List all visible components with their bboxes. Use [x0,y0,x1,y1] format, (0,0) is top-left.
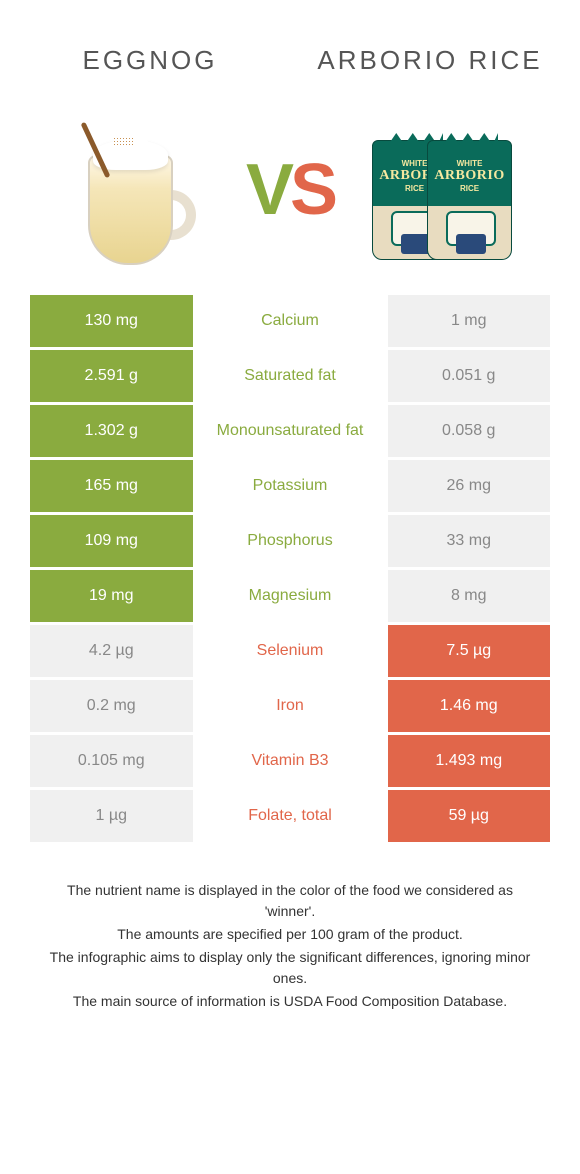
bag-line3: RICE [433,184,506,193]
vs-v-letter: V [246,149,290,231]
footnotes: The nutrient name is displayed in the co… [30,880,550,1012]
nutrient-row: 4.2 µgSelenium7.5 µg [30,625,550,680]
nutrient-row: 19 mgMagnesium8 mg [30,570,550,625]
nutrient-name: Calcium [193,295,388,347]
right-food-title: Arborio rice [310,20,550,100]
right-value: 1.46 mg [388,680,551,732]
right-value: 7.5 µg [388,625,551,677]
nutrient-row: 130 mgCalcium1 mg [30,295,550,350]
nutrient-name: Potassium [193,460,388,512]
footnote-line: The nutrient name is displayed in the co… [40,880,540,922]
left-value: 165 mg [30,460,193,512]
header-titles: Eggnog Arborio rice [30,20,550,100]
footnote-line: The amounts are specified per 100 gram o… [40,924,540,945]
right-value: 59 µg [388,790,551,842]
nutrient-row: 0.2 mgIron1.46 mg [30,680,550,735]
left-value: 19 mg [30,570,193,622]
nutrient-row: 109 mgPhosphorus33 mg [30,515,550,570]
vs-s-letter: S [290,149,334,231]
eggnog-image [30,110,236,270]
nutrient-name: Iron [193,680,388,732]
left-food-title: Eggnog [30,20,270,100]
right-value: 26 mg [388,460,551,512]
arborio-rice-image: WHITE ARBORIO RICE WHITE ARBORIO RICE [344,110,550,270]
vs-label: V S [246,149,334,231]
left-value: 1 µg [30,790,193,842]
nutrient-name: Magnesium [193,570,388,622]
right-value: 1 mg [388,295,551,347]
right-value: 8 mg [388,570,551,622]
nutrient-name: Monounsaturated fat [193,405,388,457]
nutrient-row: 2.591 gSaturated fat0.051 g [30,350,550,405]
nutrient-row: 1 µgFolate, total59 µg [30,790,550,845]
images-row: V S WHITE ARBORIO RICE WHITE ARBORIO RIC… [30,110,550,270]
bag-line2: ARBORIO [433,168,506,184]
left-value: 0.2 mg [30,680,193,732]
bag-line1: WHITE [433,159,506,168]
footnote-line: The infographic aims to display only the… [40,947,540,989]
nutrient-name: Vitamin B3 [193,735,388,787]
left-value: 4.2 µg [30,625,193,677]
right-value: 1.493 mg [388,735,551,787]
right-value: 33 mg [388,515,551,567]
footnote-line: The main source of information is USDA F… [40,991,540,1012]
right-value: 0.051 g [388,350,551,402]
right-value: 0.058 g [388,405,551,457]
left-value: 109 mg [30,515,193,567]
left-value: 2.591 g [30,350,193,402]
nutrient-row: 1.302 gMonounsaturated fat0.058 g [30,405,550,460]
left-value: 130 mg [30,295,193,347]
nutrient-name: Folate, total [193,790,388,842]
nutrient-row: 165 mgPotassium26 mg [30,460,550,515]
nutrient-name: Saturated fat [193,350,388,402]
nutrient-name: Selenium [193,625,388,677]
left-value: 1.302 g [30,405,193,457]
left-value: 0.105 mg [30,735,193,787]
nutrient-row: 0.105 mgVitamin B31.493 mg [30,735,550,790]
comparison-table: 130 mgCalcium1 mg2.591 gSaturated fat0.0… [30,295,550,845]
nutrient-name: Phosphorus [193,515,388,567]
